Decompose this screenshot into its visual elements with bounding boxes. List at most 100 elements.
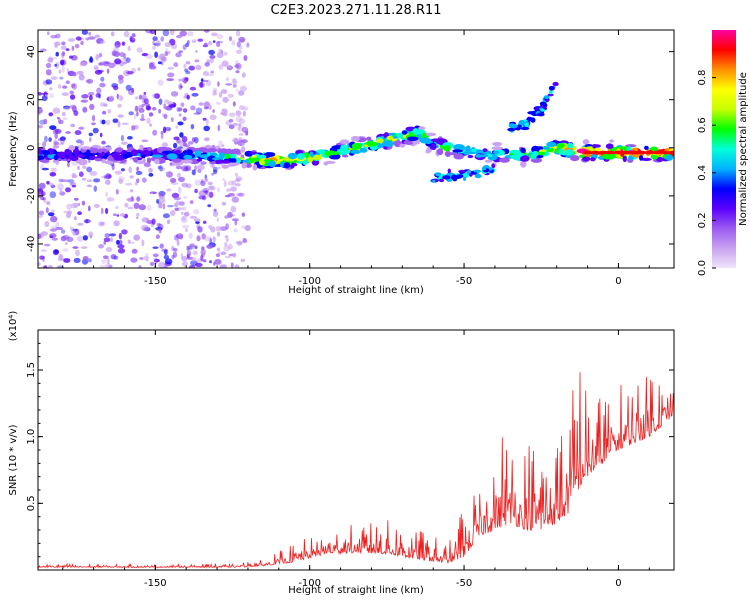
background-blob <box>120 134 125 142</box>
background-blob <box>103 255 109 259</box>
background-blob <box>60 229 66 234</box>
band-blob <box>484 159 493 163</box>
background-blob <box>136 178 140 183</box>
background-blob <box>89 137 92 142</box>
band-blob <box>111 152 120 159</box>
band-blob <box>425 132 437 137</box>
background-blob <box>38 210 45 216</box>
band-blob <box>166 153 178 160</box>
background-blob <box>208 104 212 110</box>
band-blob <box>386 135 394 141</box>
background-blob <box>53 249 59 254</box>
band-blob <box>443 145 451 152</box>
band-blob <box>567 142 574 149</box>
background-blob <box>216 34 224 39</box>
background-blob <box>221 201 227 206</box>
band-blob <box>265 152 276 157</box>
background-blob <box>131 33 136 38</box>
band-blob <box>287 152 298 160</box>
background-blob <box>119 52 125 58</box>
background-blob <box>183 196 187 199</box>
background-blob <box>236 192 244 197</box>
background-blob <box>88 231 94 238</box>
background-blob <box>216 217 220 222</box>
background-blob <box>236 30 241 37</box>
background-blob <box>42 265 48 268</box>
background-blob <box>193 209 200 215</box>
background-blob <box>63 258 71 263</box>
background-blob <box>105 263 112 268</box>
background-blob <box>65 187 71 193</box>
background-blob <box>55 51 59 57</box>
background-blob <box>69 94 76 100</box>
background-blob <box>182 108 188 113</box>
band-blob <box>186 149 193 156</box>
band-blob <box>69 155 79 161</box>
background-blob <box>70 83 76 89</box>
band-blob <box>199 154 209 159</box>
secondary-blob <box>466 170 470 175</box>
background-blob <box>212 166 218 173</box>
background-blob <box>185 70 191 75</box>
band-blob <box>418 126 426 131</box>
band-blob <box>221 164 229 169</box>
colorbar-gradient <box>712 30 736 268</box>
band-blob <box>482 148 488 153</box>
band-blob <box>312 154 322 161</box>
secondary-blob <box>456 174 464 179</box>
background-blob <box>129 37 136 43</box>
background-blob <box>126 136 133 140</box>
background-blob <box>231 218 239 222</box>
colorbar-tick-label: 0.4 <box>697 165 708 181</box>
background-blob <box>49 125 57 130</box>
band-blob <box>52 145 60 149</box>
band-core <box>605 150 616 155</box>
band-blob <box>462 151 472 155</box>
band-blob <box>64 148 72 156</box>
background-blob <box>115 189 119 195</box>
background-blob <box>110 237 113 243</box>
background-blob <box>167 50 171 55</box>
background-blob <box>209 114 217 121</box>
background-blob <box>38 262 41 266</box>
background-blob <box>126 70 134 75</box>
background-blob <box>72 228 78 232</box>
background-blob <box>178 78 182 82</box>
background-blob <box>193 112 201 115</box>
snr-x-tick-label: -150 <box>144 578 167 589</box>
background-blob <box>133 113 137 120</box>
background-blob <box>163 249 168 255</box>
secondary-blob <box>539 109 546 112</box>
background-blob <box>73 257 81 264</box>
band-blob <box>475 149 483 153</box>
background-blob <box>44 94 48 97</box>
band-blob <box>196 158 203 162</box>
colorbar-ticks: 0.0 0.2 0.4 0.6 0.8 <box>697 70 716 276</box>
background-blob <box>172 251 178 258</box>
background-blob <box>180 85 183 89</box>
background-blob <box>195 64 202 71</box>
background-blob <box>224 194 231 198</box>
background-blob <box>61 51 66 57</box>
background-blob <box>238 118 246 124</box>
background-blob <box>98 221 105 227</box>
background-blob <box>221 89 228 94</box>
background-blob <box>50 215 58 223</box>
background-blob <box>92 127 99 134</box>
background-blob <box>98 244 104 249</box>
spectrogram-y-tick-label: 20 <box>26 93 37 106</box>
band-blob <box>115 147 124 153</box>
background-blob <box>116 93 120 100</box>
background-blob <box>178 201 185 206</box>
background-blob <box>206 244 213 249</box>
band-blob <box>465 145 471 151</box>
band-blob <box>520 147 526 154</box>
band-blob <box>535 154 544 159</box>
background-blob <box>175 125 179 129</box>
background-blob <box>230 186 237 192</box>
background-blob <box>59 76 64 80</box>
band-core <box>582 150 593 155</box>
background-blob <box>57 116 60 120</box>
background-blob <box>60 59 65 66</box>
secondary-blob <box>473 169 482 173</box>
